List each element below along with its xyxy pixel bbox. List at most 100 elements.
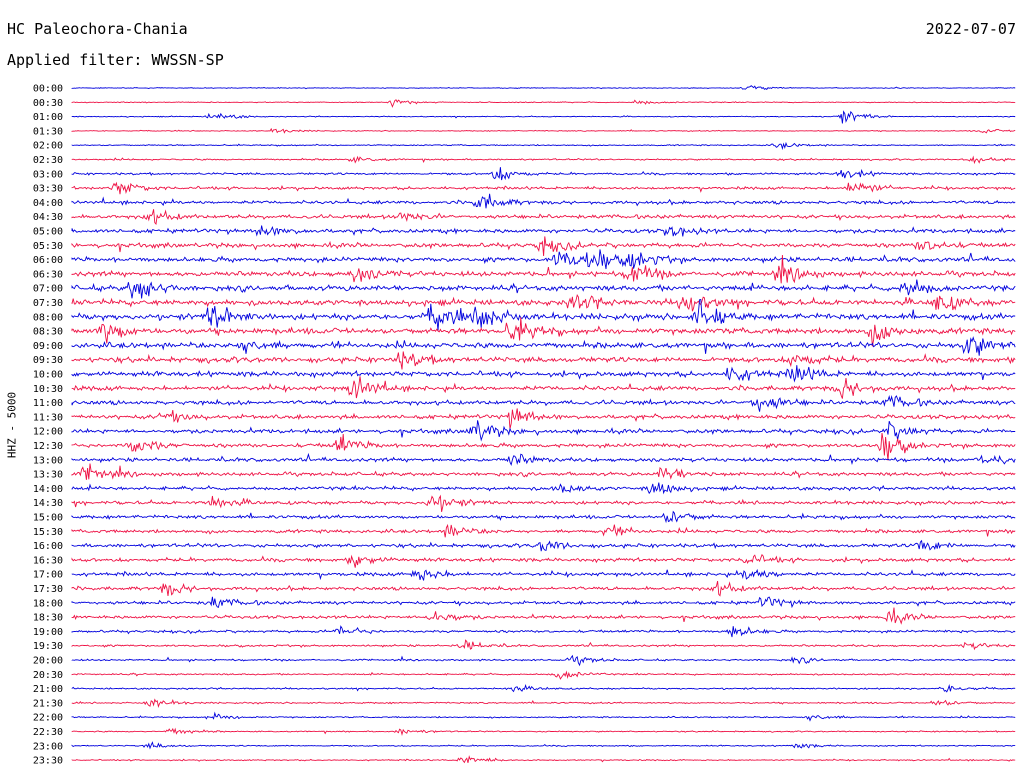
trace-line bbox=[71, 254, 1016, 284]
record-date: 2022-07-07 bbox=[925, 20, 1016, 38]
trace-line bbox=[71, 553, 1016, 568]
row-time-label: 16:00 bbox=[33, 541, 63, 552]
row-time-label: 08:00 bbox=[33, 312, 63, 323]
trace-line bbox=[71, 181, 1016, 195]
row-time-label: 15:00 bbox=[33, 513, 63, 524]
trace-line bbox=[71, 568, 1016, 581]
row-time-label: 23:30 bbox=[33, 756, 63, 767]
row-time-label: 04:00 bbox=[33, 198, 63, 209]
row-time-label: 13:30 bbox=[33, 470, 63, 481]
row-time-label: 09:00 bbox=[33, 341, 63, 352]
trace-line bbox=[71, 607, 1016, 625]
trace-line bbox=[71, 670, 1016, 680]
row-time-label: 07:30 bbox=[33, 298, 63, 309]
row-time-label: 10:00 bbox=[33, 370, 63, 381]
trace-line bbox=[71, 625, 1016, 638]
trace-line bbox=[71, 639, 1016, 651]
trace-line bbox=[71, 523, 1016, 538]
row-time-label: 19:30 bbox=[33, 641, 63, 652]
trace-line bbox=[71, 654, 1016, 667]
trace-line bbox=[71, 249, 1016, 270]
row-time-label: 01:00 bbox=[33, 112, 63, 123]
row-time-label: 15:30 bbox=[33, 527, 63, 538]
trace-line bbox=[71, 711, 1016, 722]
trace-line bbox=[71, 299, 1016, 331]
trace-line bbox=[71, 580, 1016, 597]
row-time-label: 18:00 bbox=[33, 598, 63, 609]
row-time-label: 06:30 bbox=[33, 269, 63, 280]
row-time-label: 07:00 bbox=[33, 284, 63, 295]
row-time-label: 05:30 bbox=[33, 241, 63, 252]
trace-line bbox=[71, 99, 1016, 108]
row-time-label: 11:30 bbox=[33, 412, 63, 423]
trace-line bbox=[71, 209, 1016, 225]
row-time-label: 18:30 bbox=[33, 613, 63, 624]
row-time-label: 21:30 bbox=[33, 698, 63, 709]
trace-line bbox=[71, 376, 1016, 399]
trace-line bbox=[71, 155, 1016, 165]
row-time-label: 09:30 bbox=[33, 355, 63, 366]
trace-line bbox=[71, 698, 1016, 709]
trace-line bbox=[71, 510, 1016, 524]
trace-line bbox=[71, 727, 1016, 737]
row-time-label: 22:30 bbox=[33, 727, 63, 738]
station-title: HC Paleochora-Chania bbox=[7, 20, 188, 38]
row-time-label: 01:30 bbox=[33, 126, 63, 137]
trace-line bbox=[71, 293, 1016, 312]
row-time-label: 23:00 bbox=[33, 741, 63, 752]
row-time-label: 10:30 bbox=[33, 384, 63, 395]
row-time-label: 08:30 bbox=[33, 327, 63, 338]
trace-line bbox=[71, 236, 1016, 256]
trace-line bbox=[71, 127, 1016, 134]
trace-line bbox=[71, 279, 1016, 299]
trace-line bbox=[71, 408, 1016, 429]
row-time-label: 06:00 bbox=[33, 255, 63, 266]
trace-line bbox=[71, 684, 1016, 693]
trace-line bbox=[71, 365, 1016, 383]
trace-line bbox=[71, 452, 1016, 467]
row-time-label: 03:00 bbox=[33, 169, 63, 180]
trace-line bbox=[71, 351, 1016, 370]
row-time-label: 13:00 bbox=[33, 455, 63, 466]
row-time-label: 20:00 bbox=[33, 656, 63, 667]
trace-line bbox=[71, 539, 1016, 552]
trace-line bbox=[71, 167, 1016, 181]
trace-line bbox=[71, 432, 1016, 461]
row-time-label: 00:30 bbox=[33, 98, 63, 109]
seismic-traces bbox=[71, 85, 1016, 764]
trace-line bbox=[71, 482, 1016, 495]
trace-line bbox=[71, 755, 1016, 764]
row-time-label: 16:30 bbox=[33, 555, 63, 566]
trace-line bbox=[71, 85, 1016, 91]
row-time-label: 11:00 bbox=[33, 398, 63, 409]
trace-line bbox=[71, 463, 1016, 480]
row-time-label: 17:30 bbox=[33, 584, 63, 595]
row-time-label: 14:30 bbox=[33, 498, 63, 509]
row-time-label: 02:30 bbox=[33, 155, 63, 166]
row-time-label: 19:00 bbox=[33, 627, 63, 638]
trace-line bbox=[71, 395, 1016, 412]
trace-line bbox=[71, 110, 1016, 124]
trace-line bbox=[71, 741, 1016, 750]
filter-label: Applied filter: WWSSN-SP bbox=[7, 51, 224, 69]
trace-line bbox=[71, 494, 1016, 512]
trace-line bbox=[71, 336, 1016, 356]
trace-line bbox=[71, 596, 1016, 609]
row-time-label: 04:30 bbox=[33, 212, 63, 223]
row-time-label: 00:00 bbox=[33, 84, 63, 95]
row-time-label: 03:30 bbox=[33, 184, 63, 195]
trace-line bbox=[71, 420, 1016, 442]
row-time-label: 17:00 bbox=[33, 570, 63, 581]
row-time-label: 05:00 bbox=[33, 227, 63, 238]
row-time-label: 12:00 bbox=[33, 427, 63, 438]
row-time-label: 21:00 bbox=[33, 684, 63, 695]
row-time-label: 20:30 bbox=[33, 670, 63, 681]
row-time-label: 02:00 bbox=[33, 141, 63, 152]
trace-line bbox=[71, 225, 1016, 237]
row-labels: 00:00 00:30 01:00 01:30 02:00 02:30 03:00 03:30… bbox=[33, 84, 63, 767]
row-time-label: 22:00 bbox=[33, 713, 63, 724]
trace-line bbox=[71, 317, 1016, 347]
trace-line bbox=[71, 141, 1016, 151]
row-time-label: 12:30 bbox=[33, 441, 63, 452]
